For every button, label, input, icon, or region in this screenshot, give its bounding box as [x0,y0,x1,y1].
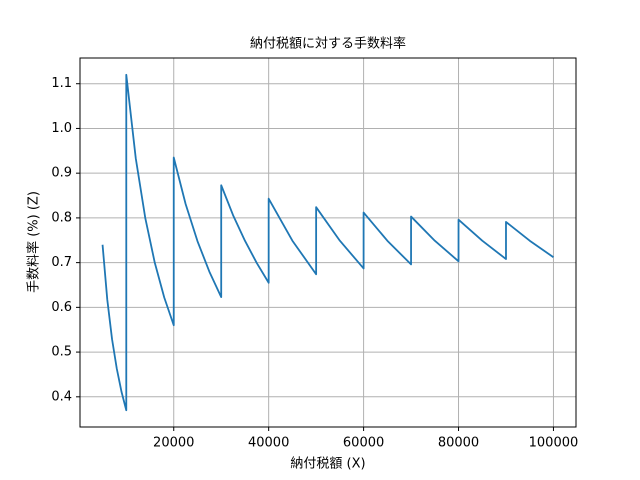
y-tick-label: 0.9 [51,166,72,181]
x-tick-label: 60000 [343,436,384,451]
chart-title: 納付税額に対する手数料率 [250,36,406,52]
y-tick-label: 0.5 [51,345,72,360]
plot-frame [79,57,577,428]
x-tick-label: 80000 [438,436,479,451]
data-line [101,73,554,412]
y-tick-label: 0.7 [51,255,72,270]
y-tick-label: 1.0 [51,121,72,136]
x-tick-label: 20000 [153,436,194,451]
y-tick-label: 0.8 [51,210,72,225]
y-tick-label: 0.4 [51,389,72,404]
y-tick-label: 0.6 [51,300,72,315]
x-axis-label: 納付税額 (X) [290,457,365,472]
y-tick-label: 1.1 [51,76,72,91]
x-tick-label: 100000 [529,436,579,451]
y-axis-label: 手数料率 (%) (Z) [26,191,42,293]
x-tick-label: 40000 [248,436,289,451]
